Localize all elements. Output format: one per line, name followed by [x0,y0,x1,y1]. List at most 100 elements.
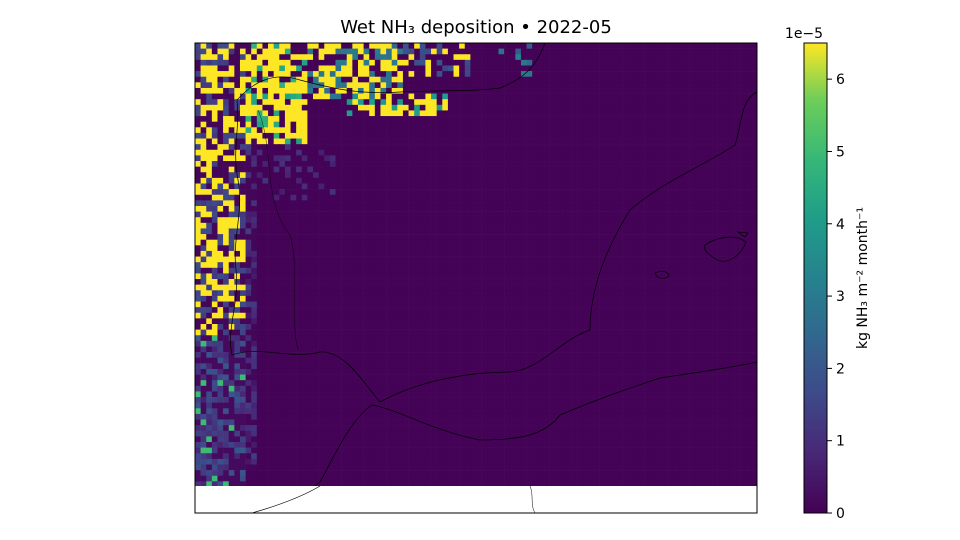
heatmap-cell [735,273,741,279]
heatmap-cell [723,240,729,246]
heatmap-cell [397,318,403,324]
heatmap-cell [729,71,735,77]
heatmap-cell [645,296,651,302]
heatmap-cell [330,245,336,251]
heatmap-cell [605,99,611,105]
heatmap-cell [617,307,623,313]
heatmap-cell [735,49,741,55]
heatmap-cell [611,313,617,319]
heatmap-cell [229,172,235,178]
heatmap-cell [735,88,741,94]
heatmap-cell [459,307,465,313]
heatmap-cell [459,212,465,218]
heatmap-cell [588,49,594,55]
heatmap-cell [425,240,431,246]
heatmap-cell [470,318,476,324]
heatmap-cell [442,296,448,302]
heatmap-cell [302,302,308,308]
heatmap-cell [229,161,235,167]
heatmap-cell [690,251,696,257]
heatmap-cell [409,290,415,296]
heatmap-cell [572,285,578,291]
heatmap-cell [549,155,555,161]
heatmap-cell [487,223,493,229]
heatmap-cell [527,105,533,111]
heatmap-cell [375,178,381,184]
heatmap-cell [690,105,696,111]
heatmap-cell [628,150,634,156]
heatmap-cell [307,116,313,122]
heatmap-cell [291,262,297,268]
heatmap-cell [673,189,679,195]
heatmap-cell [712,178,718,184]
heatmap-cell [442,144,448,150]
heatmap-cell [375,172,381,178]
heatmap-cell [493,189,499,195]
heatmap-cell [195,105,201,111]
heatmap-cell [285,49,291,55]
heatmap-cell [403,206,409,212]
heatmap-cell [729,116,735,122]
heatmap-cell [470,139,476,145]
heatmap-cell [690,279,696,285]
heatmap-cell [268,307,274,313]
heatmap-cell [538,223,544,229]
heatmap-cell [403,212,409,218]
heatmap-cell [414,49,420,55]
heatmap-cell [375,94,381,100]
heatmap-cell [521,161,527,167]
heatmap-cell [336,144,342,150]
heatmap-cell [240,167,246,173]
heatmap-cell [729,127,735,133]
heatmap-cell [729,122,735,128]
heatmap-cell [549,99,555,105]
heatmap-cell [268,65,274,71]
heatmap-cell [723,99,729,105]
heatmap-cell [330,88,336,94]
heatmap-cell [521,212,527,218]
heatmap-cell [454,105,460,111]
heatmap-cell [291,99,297,105]
heatmap-cell [307,273,313,279]
heatmap-cell [420,99,426,105]
heatmap-cell [729,217,735,223]
heatmap-cell [448,245,454,251]
heatmap-cell [628,318,634,324]
heatmap-cell [442,150,448,156]
heatmap-cell [645,43,651,49]
heatmap-cell [566,139,572,145]
heatmap-cell [347,144,353,150]
heatmap-cell [600,313,606,319]
heatmap-cell [577,184,583,190]
heatmap-cell [723,268,729,274]
heatmap-cell [577,307,583,313]
heatmap-cell [566,200,572,206]
heatmap-cell [336,290,342,296]
heatmap-cell [600,54,606,60]
heatmap-cell [746,217,752,223]
heatmap-cell [448,82,454,88]
heatmap-cell [594,71,600,77]
heatmap-cell [375,212,381,218]
heatmap-cell [403,200,409,206]
heatmap-cell [420,206,426,212]
heatmap-cell [701,195,707,201]
heatmap-cell [538,110,544,116]
heatmap-cell [403,167,409,173]
heatmap-cell [690,161,696,167]
heatmap-cell [566,150,572,156]
heatmap-cell [718,43,724,49]
heatmap-cell [425,184,431,190]
heatmap-cell [425,127,431,133]
heatmap-cell [538,251,544,257]
heatmap-cell [543,110,549,116]
heatmap-cell [347,228,353,234]
heatmap-cell [195,122,201,128]
heatmap-cell [617,251,623,257]
heatmap-cell [617,262,623,268]
heatmap-cell [594,54,600,60]
heatmap-cell [617,60,623,66]
heatmap-cell [201,105,207,111]
heatmap-cell [409,189,415,195]
heatmap-cell [583,54,589,60]
